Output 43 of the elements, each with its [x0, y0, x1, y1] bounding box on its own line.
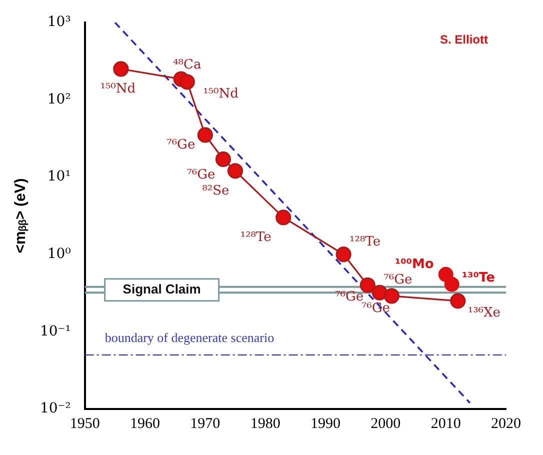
point [113, 61, 129, 77]
annotation: ¹³⁰Te [462, 270, 496, 286]
point [276, 210, 292, 226]
annotation: ⁸²Se [202, 183, 230, 198]
y-axis-title: <mᵦᵦ> (eV) [12, 178, 30, 254]
point [336, 246, 352, 262]
x-tick-label: 1970 [190, 416, 220, 432]
annotation: ⁷⁶Ge [166, 137, 196, 152]
point [227, 163, 244, 179]
ref-line-label: Signal Claim [122, 281, 201, 296]
annotation: ¹⁰⁰Mo [394, 256, 434, 272]
annotation: ⁴⁸Ca [173, 57, 202, 72]
y-tick-label: 10³ [47, 14, 71, 30]
annotation: ⁷⁶Ge [361, 300, 390, 316]
annotation: ¹²⁸Te [240, 230, 272, 245]
y-tick-label: 10² [47, 91, 71, 108]
annotation: ⁷⁶Ge [384, 272, 412, 288]
y-tick-label: 10⁻¹ [40, 323, 71, 340]
point [372, 284, 388, 300]
point [179, 74, 195, 90]
y-tick-label: 10⁻² [40, 400, 71, 417]
annotation: S. Elliott [440, 32, 488, 47]
point [197, 127, 213, 143]
x-tick-label: 2020 [491, 416, 521, 432]
annotation: ⁷⁶Ge [186, 168, 216, 183]
x-tick-label: 1990 [310, 416, 340, 432]
annotation: ¹⁵⁰Nd [203, 86, 238, 102]
point [444, 276, 460, 292]
y-tick-label: 10¹ [47, 168, 71, 185]
point [215, 151, 232, 168]
point [384, 288, 400, 304]
x-tick-label: 1960 [130, 416, 160, 432]
annotation: ¹²⁸Te [350, 234, 381, 250]
ref-line-label: boundary of degenerate scenario [104, 330, 274, 345]
annotation: ¹⁵⁰Nd [100, 81, 136, 96]
x-tick-label: 1950 [70, 416, 100, 432]
point [450, 293, 466, 309]
x-tick-label: 2010 [430, 416, 461, 432]
x-tick-label: 1980 [250, 416, 280, 432]
annotation: ⁷⁶Ge [335, 290, 364, 305]
x-tick-label: 2000 [370, 416, 401, 432]
annotation: ¹³⁶Xe [468, 305, 501, 320]
y-tick-label: 10⁰ [47, 246, 72, 262]
